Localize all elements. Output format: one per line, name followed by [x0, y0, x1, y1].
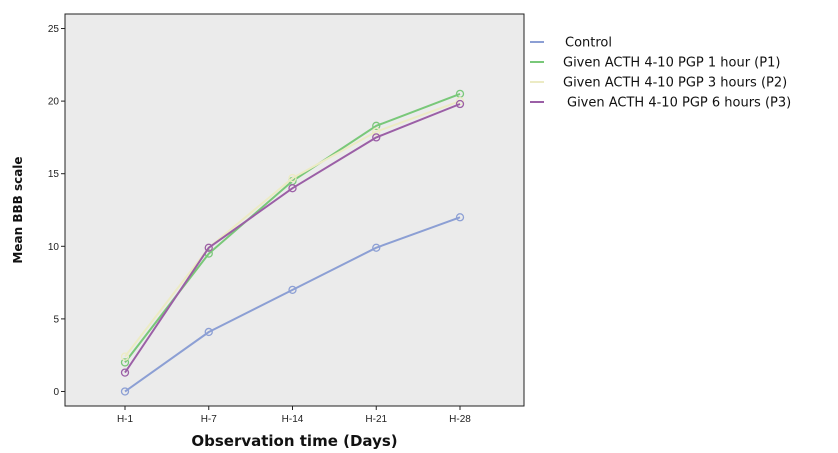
y-tick-label-4: 20: [48, 97, 60, 108]
data-point-1-3: [372, 121, 381, 130]
data-point-0-1: [204, 327, 213, 337]
series-line-0: [124, 216, 461, 393]
x-tick-label-4: H-28: [449, 414, 471, 425]
data-point-2-0: [120, 352, 130, 361]
data-point-0-4: [455, 213, 465, 222]
y-axis: 0 5 10 15 20 25: [48, 24, 65, 398]
series-layer: [120, 89, 465, 396]
y-axis-title: Mean BBB scale: [11, 156, 25, 263]
data-point-0-0: [120, 387, 130, 396]
y-tick-label-5: 25: [48, 24, 60, 35]
legend-label-3: Given ACTH 4-10 PGP 6 hours (P3): [567, 96, 791, 111]
y-tick-label-2: 10: [48, 242, 60, 253]
data-point-1-0: [120, 358, 130, 367]
legend-label-2: Given ACTH 4-10 PGP 3 hours (P2): [563, 76, 787, 91]
data-point-0-2: [288, 285, 297, 295]
x-tick-label-1: H-7: [201, 414, 218, 425]
x-axis-title: Observation time (Days): [191, 432, 397, 450]
legend: Control Given ACTH 4-10 PGP 1 hour (P1) Gi…: [530, 36, 791, 111]
data-point-3-3: [372, 133, 381, 142]
series-line-3: [124, 103, 461, 374]
y-tick-label-3: 15: [48, 169, 60, 180]
y-tick-label-1: 5: [53, 314, 59, 325]
x-axis: H-1 H-7 H-14 H-21 H-28: [117, 406, 471, 425]
series-3: [120, 99, 465, 377]
x-tick-label-2: H-14: [282, 414, 304, 425]
data-point-2-3: [372, 127, 381, 136]
series-0: [120, 213, 465, 396]
data-point-0-3: [372, 243, 381, 252]
legend-label-0: Control: [565, 36, 612, 51]
x-tick-label-3: H-21: [365, 414, 387, 425]
legend-label-1: Given ACTH 4-10 PGP 1 hour (P1): [563, 56, 780, 71]
data-point-3-1: [204, 243, 213, 252]
plot-area: [64, 13, 525, 407]
x-tick-label-0: H-1: [117, 414, 134, 425]
data-point-2-2: [288, 173, 297, 183]
y-tick-label-0: 0: [53, 387, 59, 398]
data-point-3-4: [455, 99, 465, 109]
data-point-3-2: [288, 184, 297, 193]
data-point-3-0: [120, 368, 130, 377]
series-line-2: [124, 100, 461, 358]
